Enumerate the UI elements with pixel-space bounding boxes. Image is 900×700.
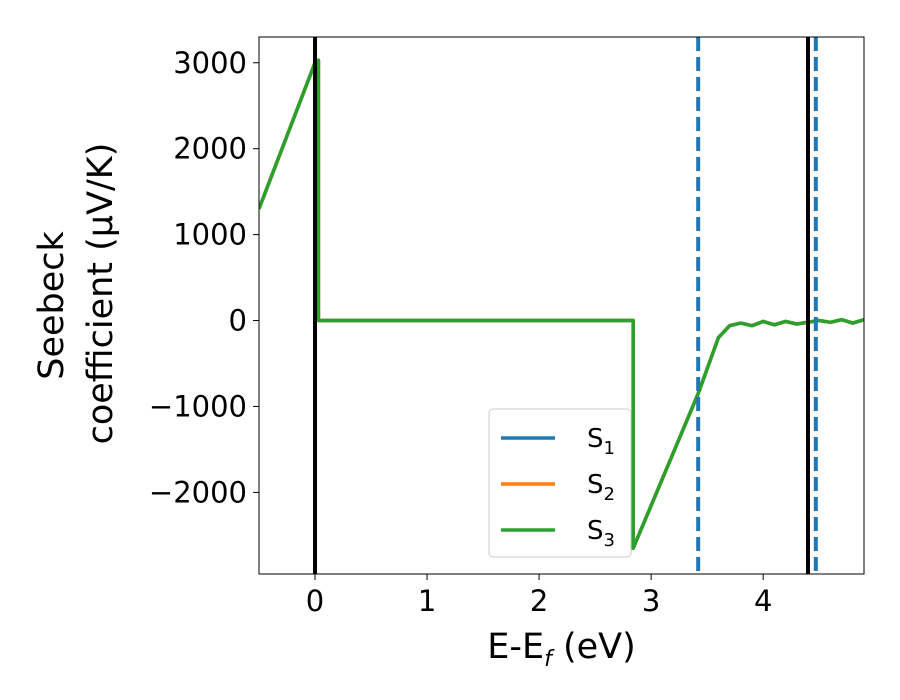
y-axis-title-line1: Seebeck xyxy=(32,230,72,379)
x-axis-title-rest: (eV) xyxy=(552,627,636,667)
y-tick-label: 0 xyxy=(229,304,247,338)
x-tick-label: 3 xyxy=(642,584,660,618)
y-tick-label: 1000 xyxy=(173,218,247,252)
x-axis-title: E-Ef (eV) xyxy=(487,627,636,672)
x-axis-title-sub: f xyxy=(544,647,555,672)
x-tick-label: 4 xyxy=(754,584,772,618)
y-tick-label: −1000 xyxy=(149,389,247,423)
x-tick-label: 2 xyxy=(530,584,548,618)
y-tick-label: −2000 xyxy=(149,475,247,509)
x-tick-label: 1 xyxy=(418,584,436,618)
legend-label-s3: S3 xyxy=(587,516,615,551)
legend-label-main: S xyxy=(587,516,604,546)
legend-label-main: S xyxy=(587,470,604,500)
y-tick-label: 2000 xyxy=(173,132,247,166)
series-line-s3 xyxy=(259,58,864,550)
x-tick-label: 0 xyxy=(306,584,324,618)
y-axis-ticks: −2000 −1000 0 1000 2000 3000 xyxy=(149,46,259,509)
reference-lines xyxy=(313,37,818,574)
x-axis-ticks: 0 1 2 3 4 xyxy=(306,574,772,618)
legend-label-sub: 2 xyxy=(604,484,615,505)
y-axis-title-line2: coefficient (μV/K) xyxy=(81,143,121,445)
plot-frame xyxy=(258,36,865,575)
series-layer xyxy=(259,58,864,550)
legend-box xyxy=(488,408,632,558)
y-tick-label: 3000 xyxy=(173,46,247,80)
x-axis-title-main: E-E xyxy=(487,627,544,667)
legend-label-sub: 3 xyxy=(604,530,615,551)
legend-label-s1: S1 xyxy=(587,424,615,459)
y-axis-title: Seebeck coefficient (μV/K) xyxy=(32,143,121,445)
legend-label-sub: 1 xyxy=(604,438,615,459)
legend-label-main: S xyxy=(587,424,604,454)
legend-label-s2: S2 xyxy=(587,470,615,505)
